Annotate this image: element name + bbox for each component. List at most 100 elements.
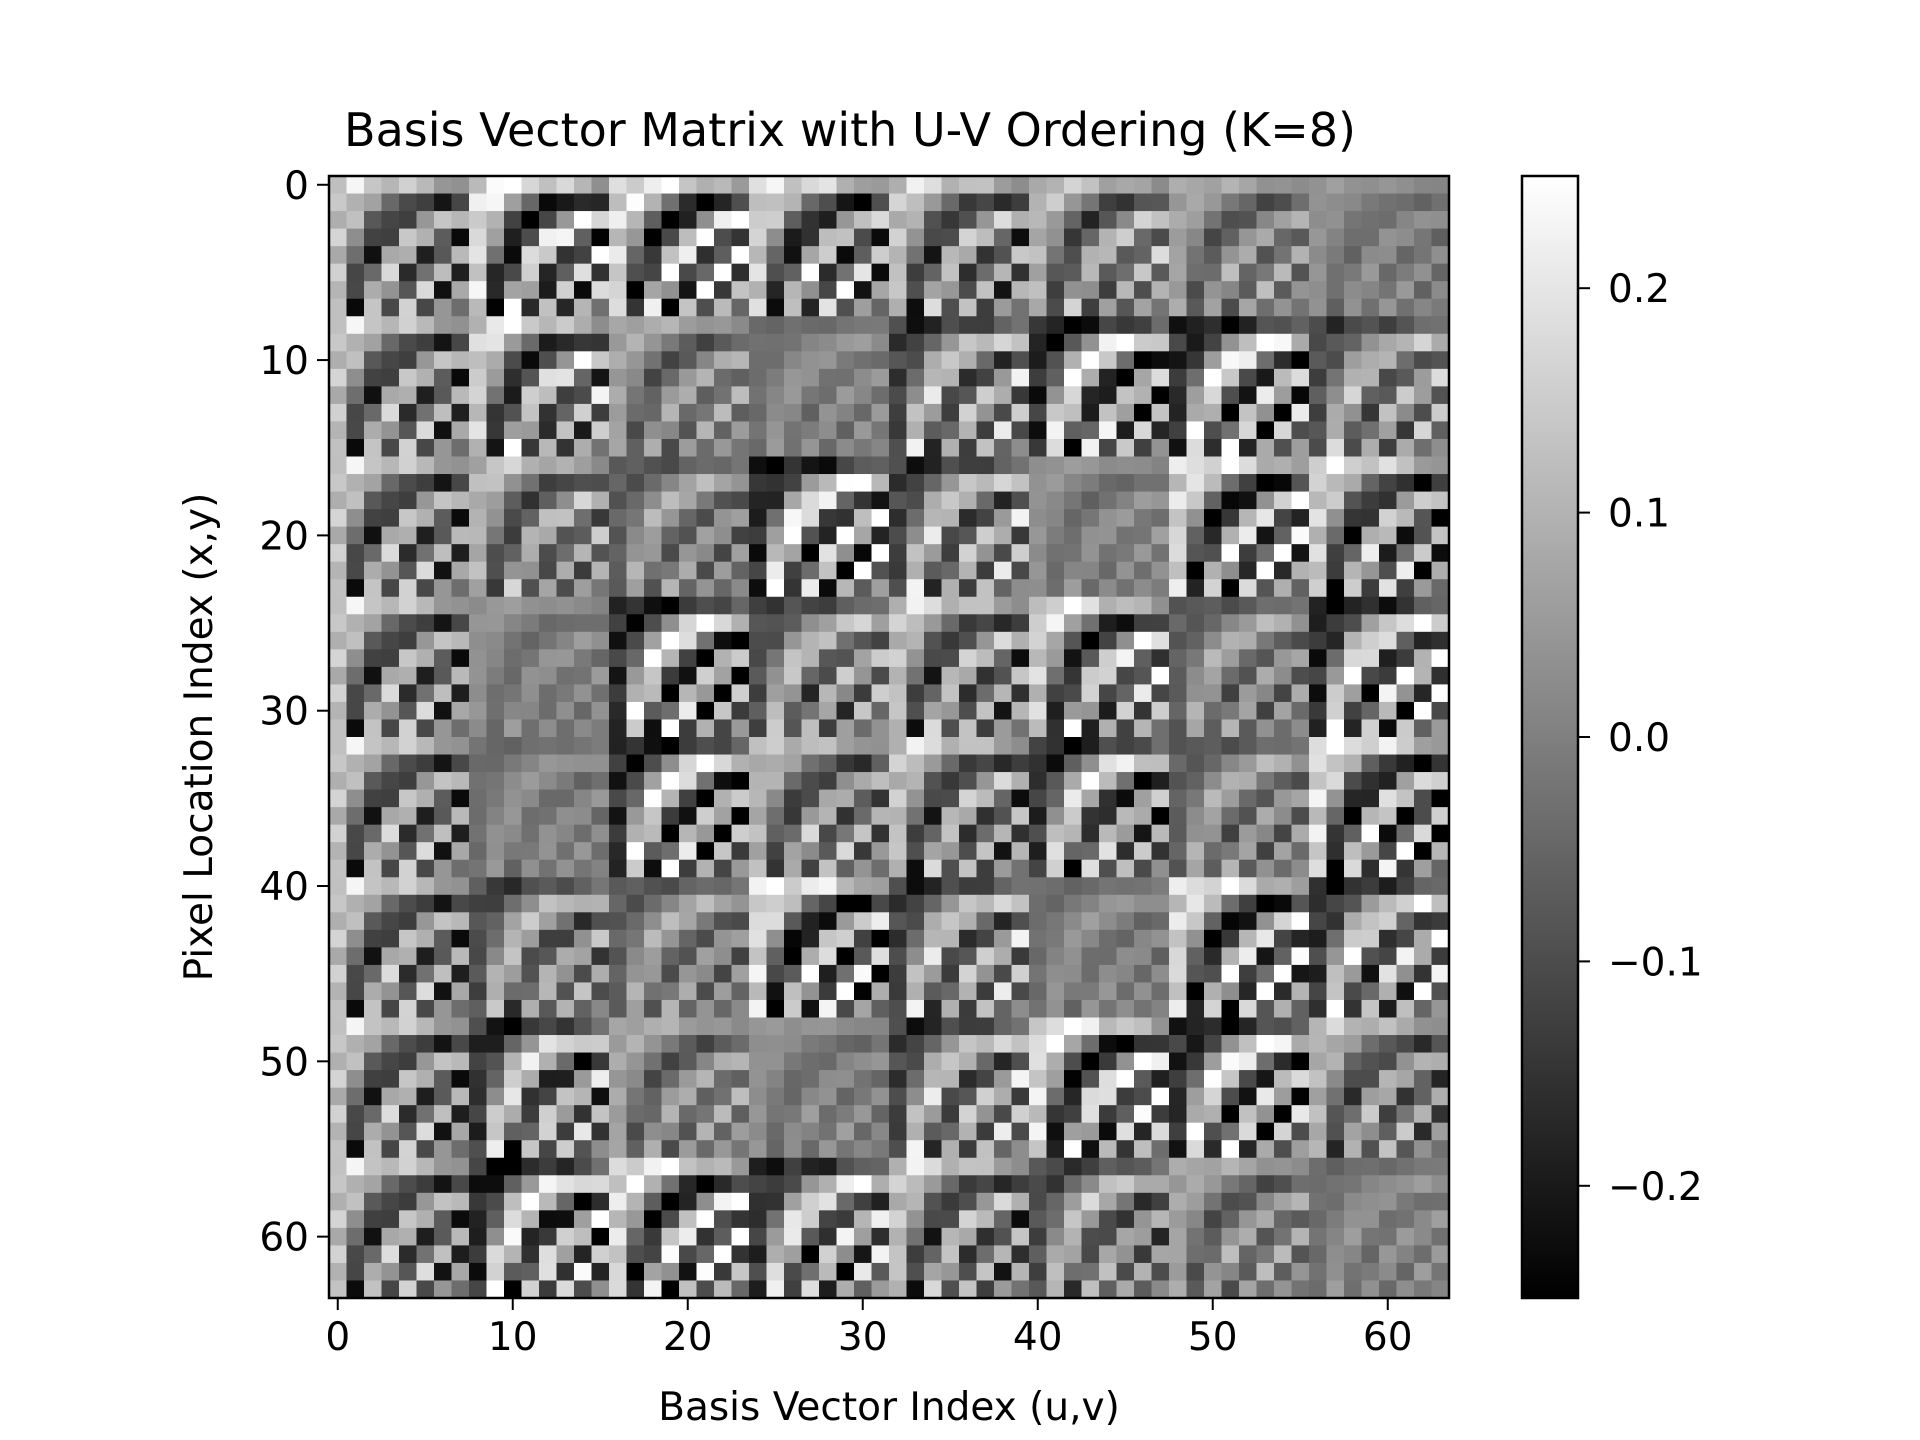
heatmap-cell xyxy=(871,964,890,984)
heatmap-cell xyxy=(1414,298,1433,317)
heatmap-cell xyxy=(749,263,768,282)
heatmap-cell xyxy=(486,368,505,387)
heatmap-cell xyxy=(329,1035,348,1054)
heatmap-cell xyxy=(1046,1105,1065,1124)
heatmap-cell xyxy=(1379,964,1398,984)
heatmap-cell xyxy=(1274,193,1293,212)
heatmap-cell xyxy=(486,1105,505,1124)
heatmap-cell xyxy=(696,754,715,773)
heatmap-cell xyxy=(871,474,890,493)
heatmap-cell xyxy=(696,929,715,948)
heatmap-cell xyxy=(609,859,628,878)
heatmap-cell xyxy=(731,1017,750,1036)
heatmap-cell xyxy=(626,1157,645,1176)
heatmap-cell xyxy=(556,579,575,598)
heatmap-cell xyxy=(1011,912,1030,931)
heatmap-cell xyxy=(1151,1035,1170,1054)
heatmap-cell xyxy=(906,1157,925,1176)
heatmap-cell xyxy=(434,807,453,826)
heatmap-cell xyxy=(591,631,610,650)
heatmap-cell xyxy=(924,596,943,615)
heatmap-cell xyxy=(836,1087,855,1106)
heatmap-cell xyxy=(539,789,558,808)
heatmap-cell xyxy=(784,824,803,843)
heatmap-cell xyxy=(889,1140,908,1159)
heatmap-cell xyxy=(556,649,575,668)
heatmap-cell xyxy=(1134,403,1153,423)
heatmap-cell xyxy=(416,737,435,756)
heatmap-cell xyxy=(819,368,838,387)
heatmap-cell xyxy=(329,964,348,984)
heatmap-cell xyxy=(609,1070,628,1089)
heatmap-cell xyxy=(591,1227,610,1247)
heatmap-cell xyxy=(749,403,768,423)
heatmap-cell xyxy=(1099,351,1118,370)
heatmap-cell xyxy=(451,1192,470,1211)
heatmap-cell xyxy=(1081,859,1100,878)
heatmap-cell xyxy=(924,754,943,773)
heatmap-cell xyxy=(1256,999,1275,1019)
heatmap-cell xyxy=(626,1052,645,1071)
heatmap-cell xyxy=(486,877,505,896)
heatmap-cell xyxy=(1081,561,1100,580)
heatmap-cell xyxy=(1274,1087,1293,1106)
heatmap-cell xyxy=(521,1017,540,1036)
heatmap-cell xyxy=(399,982,418,1001)
heatmap-cell xyxy=(1029,316,1048,335)
heatmap-cell xyxy=(1344,1227,1363,1247)
heatmap-cell xyxy=(644,947,663,966)
heatmap-cell xyxy=(609,1035,628,1054)
heatmap-cell xyxy=(749,211,768,230)
heatmap-cell xyxy=(941,842,960,861)
heatmap-cell xyxy=(661,754,680,773)
heatmap-cell xyxy=(1151,509,1170,528)
heatmap-cell xyxy=(784,999,803,1019)
heatmap-cell xyxy=(574,403,593,423)
heatmap-cell xyxy=(1169,947,1188,966)
heatmap-cell xyxy=(626,719,645,738)
heatmap-cell xyxy=(626,631,645,650)
heatmap-cell xyxy=(976,351,995,370)
heatmap-cell xyxy=(1274,176,1293,195)
heatmap-cell xyxy=(1344,1035,1363,1054)
heatmap-cell xyxy=(714,1192,733,1211)
heatmap-cell xyxy=(766,281,785,300)
heatmap-cell xyxy=(591,1087,610,1106)
heatmap-cell xyxy=(696,176,715,195)
heatmap-cell xyxy=(1309,1140,1328,1159)
heatmap-cell xyxy=(504,807,523,826)
heatmap-cell xyxy=(819,1070,838,1089)
heatmap-cell xyxy=(749,333,768,352)
heatmap-cell xyxy=(1011,456,1030,475)
heatmap-cell xyxy=(1274,1052,1293,1071)
heatmap-cell xyxy=(1204,1070,1223,1089)
heatmap-cell xyxy=(399,737,418,756)
heatmap-cell xyxy=(1064,211,1083,230)
heatmap-cell xyxy=(1361,596,1380,615)
heatmap-cell xyxy=(539,1227,558,1247)
heatmap-cell xyxy=(1309,894,1328,913)
heatmap-cell xyxy=(1011,666,1030,686)
heatmap-cell xyxy=(1239,1245,1258,1264)
heatmap-cell xyxy=(1361,719,1380,738)
heatmap-cell xyxy=(1221,1035,1240,1054)
heatmap-cell xyxy=(1064,666,1083,686)
heatmap-cell xyxy=(1221,474,1240,493)
heatmap-cell xyxy=(871,403,890,423)
heatmap-cell xyxy=(399,474,418,493)
heatmap-cell xyxy=(766,649,785,668)
heatmap-cell xyxy=(1046,719,1065,738)
heatmap-cell xyxy=(854,999,873,1019)
heatmap-cell xyxy=(1414,1157,1433,1176)
heatmap-cell xyxy=(1046,982,1065,1001)
heatmap-cell xyxy=(1326,491,1345,510)
heatmap-cell xyxy=(364,912,383,931)
heatmap-cell xyxy=(486,1017,505,1036)
heatmap-cell xyxy=(609,824,628,843)
heatmap-cell xyxy=(591,176,610,195)
heatmap-cell xyxy=(1256,1070,1275,1089)
heatmap-cell xyxy=(1204,701,1223,721)
heatmap-cell xyxy=(329,1175,348,1194)
heatmap-cell xyxy=(1309,842,1328,861)
heatmap-cell xyxy=(696,491,715,510)
